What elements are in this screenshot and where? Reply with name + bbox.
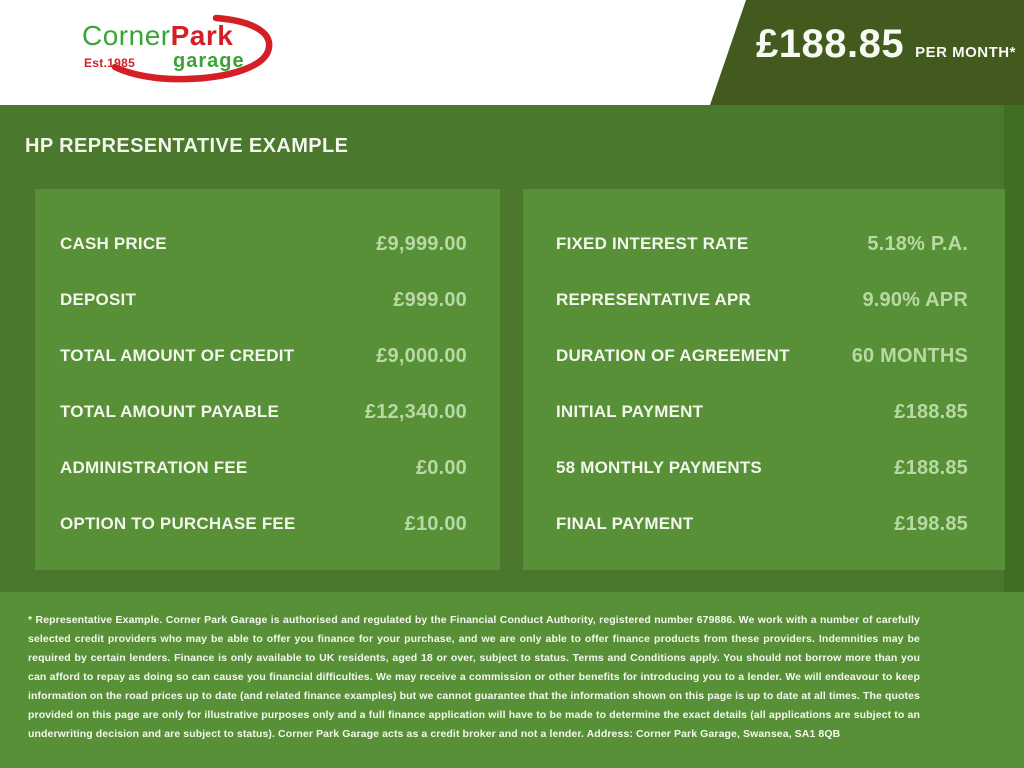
row-representative-apr: REPRESENTATIVE APR 9.90% APR [556,272,968,328]
finance-label: TOTAL AMOUNT PAYABLE [60,402,280,421]
header-bar: CornerPark Est.1985 garage £188.85 PER M… [0,0,1024,105]
finance-label: 58 MONTHLY PAYMENTS [556,458,762,477]
finance-value: £188.85 [894,400,968,423]
row-cash-price: CASH PRICE £9,999.00 [60,216,467,272]
logo-wordmark: CornerPark [82,20,233,52]
finance-terms-panel: FIXED INTEREST RATE 5.18% P.A. REPRESENT… [523,189,1005,570]
monthly-price-period: PER MONTH* [915,44,1016,61]
finance-label: FINAL PAYMENT [556,514,694,533]
finance-value: £0.00 [415,456,467,479]
row-final-payment: FINAL PAYMENT £198.85 [556,496,968,552]
finance-label: DEPOSIT [60,290,137,309]
row-total-amount-payable: TOTAL AMOUNT PAYABLE £12,340.00 [60,384,467,440]
finance-label: DURATION OF AGREEMENT [556,346,790,365]
finance-label: ADMINISTRATION FEE [60,458,248,477]
disclaimer-text: * Representative Example. Corner Park Ga… [28,614,920,740]
finance-label: TOTAL AMOUNT OF CREDIT [60,346,295,365]
row-fixed-interest-rate: FIXED INTEREST RATE 5.18% P.A. [556,216,968,272]
finance-label: OPTION TO PURCHASE FEE [60,514,296,533]
corner-park-garage-logo: CornerPark Est.1985 garage [70,12,280,92]
finance-value: 60 MONTHS [851,344,968,367]
row-initial-payment: INITIAL PAYMENT £188.85 [556,384,968,440]
finance-label: CASH PRICE [60,234,167,253]
logo-text-corner: Corner [82,20,171,51]
page-title: HP REPRESENTATIVE EXAMPLE [25,135,349,157]
finance-value: £9,999.00 [376,232,467,255]
finance-value: £10.00 [404,512,467,535]
monthly-price-amount: £188.85 [756,22,905,66]
finance-label: INITIAL PAYMENT [556,402,704,421]
logo-text-garage: garage [173,50,245,72]
finance-label: FIXED INTEREST RATE [556,234,749,253]
row-administration-fee: ADMINISTRATION FEE £0.00 [60,440,467,496]
finance-example-section: HP REPRESENTATIVE EXAMPLE CASH PRICE £9,… [0,105,1024,592]
finance-value: £198.85 [894,512,968,535]
monthly-price-banner: £188.85 PER MONTH* [710,0,1024,105]
finance-value: £12,340.00 [364,400,467,423]
finance-value: 5.18% P.A. [867,232,968,255]
monthly-price-banner-content: £188.85 PER MONTH* [710,0,1024,64]
finance-value: £999.00 [393,288,467,311]
right-edge-accent-strip [1004,105,1024,592]
disclaimer-section: * Representative Example. Corner Park Ga… [0,592,1024,768]
logo-established-text: Est.1985 [84,56,136,70]
row-deposit: DEPOSIT £999.00 [60,272,467,328]
finance-label: REPRESENTATIVE APR [556,290,752,309]
logo-text-park: Park [170,20,234,51]
finance-value: £188.85 [894,456,968,479]
finance-value: 9.90% APR [862,288,968,311]
row-option-to-purchase-fee: OPTION TO PURCHASE FEE £10.00 [60,496,467,552]
row-58-monthly-payments: 58 MONTHLY PAYMENTS £188.85 [556,440,968,496]
finance-value: £9,000.00 [376,344,467,367]
finance-amounts-panel: CASH PRICE £9,999.00 DEPOSIT £999.00 TOT… [35,189,500,570]
row-total-amount-of-credit: TOTAL AMOUNT OF CREDIT £9,000.00 [60,328,467,384]
row-duration-of-agreement: DURATION OF AGREEMENT 60 MONTHS [556,328,968,384]
logo-swoosh-icon [111,14,273,83]
